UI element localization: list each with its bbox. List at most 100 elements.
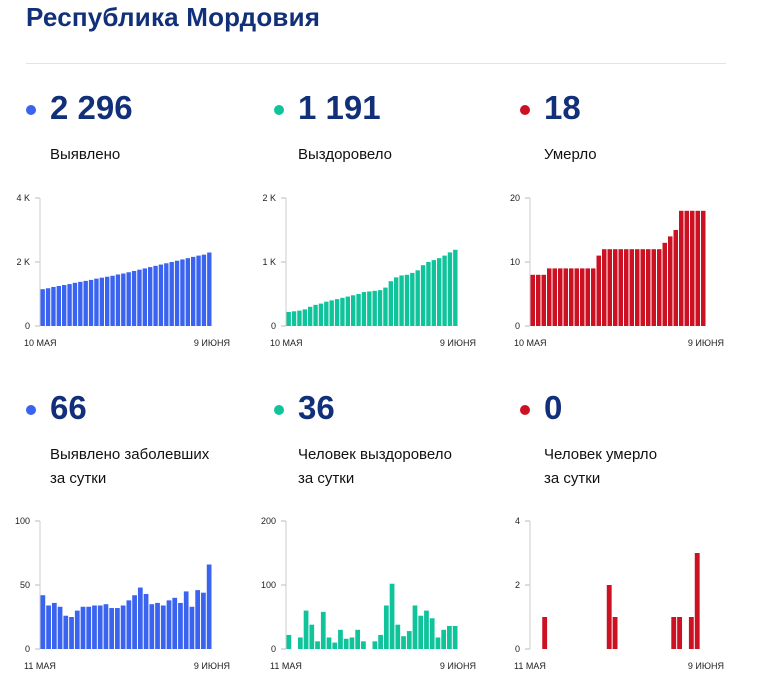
bar — [318, 303, 324, 326]
bar — [51, 286, 56, 326]
y-tick-label: 100 — [15, 516, 30, 526]
bar — [86, 606, 92, 649]
bar — [178, 602, 183, 649]
bar — [530, 274, 535, 326]
stat-label-period: за сутки — [50, 470, 107, 487]
bar — [607, 249, 612, 326]
bar — [679, 210, 684, 326]
x-tick-label-end: 9 ИЮНЯ — [440, 661, 476, 671]
bar — [110, 275, 115, 326]
bar — [547, 268, 552, 326]
bar — [92, 605, 97, 649]
stat-label-period: за сутки — [544, 470, 601, 487]
bar — [640, 249, 645, 326]
bar — [412, 605, 418, 649]
bar — [351, 295, 356, 326]
x-tick-label-end: 9 ИЮНЯ — [688, 661, 724, 671]
bar — [155, 602, 160, 649]
bar — [563, 268, 568, 326]
bullet-dot-icon — [274, 105, 284, 115]
bar — [558, 268, 563, 326]
y-tick-label: 100 — [261, 580, 276, 590]
y-tick-label: 1 K — [262, 257, 276, 267]
bar — [688, 617, 694, 649]
chart-daily-recovered: 0 100 200 11 МАЯ 9 ИЮНЯ — [261, 516, 476, 671]
bar — [431, 260, 437, 326]
bullet-dot-icon — [520, 405, 530, 415]
chart-total-cases: 0 2 K 4 K 10 МАЯ 9 ИЮНЯ — [16, 193, 230, 348]
bar — [164, 263, 169, 326]
stat-label: Выявлено — [50, 146, 121, 163]
bar — [361, 641, 366, 649]
bar — [83, 280, 88, 326]
bar — [602, 249, 607, 326]
bar — [315, 641, 320, 649]
bar — [677, 617, 683, 649]
bar — [105, 276, 110, 326]
bar — [345, 296, 351, 326]
bar — [332, 642, 338, 649]
bar — [313, 304, 318, 326]
bar — [142, 268, 148, 326]
x-tick-label-end: 9 ИЮНЯ — [194, 338, 230, 348]
bar — [585, 268, 590, 326]
x-tick-label-end: 9 ИЮНЯ — [688, 338, 724, 348]
bar — [452, 625, 458, 649]
bar — [286, 311, 291, 326]
bar — [662, 242, 667, 326]
stat-value: 2 296 — [50, 89, 133, 126]
y-tick-label: 50 — [20, 580, 30, 590]
chart-total-deaths: 0 10 20 10 МАЯ 9 ИЮНЯ — [510, 193, 724, 348]
bar — [701, 210, 706, 326]
bar — [453, 249, 458, 326]
bar — [618, 249, 623, 326]
bar — [635, 249, 640, 326]
bar — [340, 297, 345, 326]
bar — [183, 591, 189, 649]
bar — [695, 210, 700, 326]
bar — [67, 284, 72, 326]
bar — [291, 311, 297, 326]
bar — [207, 252, 212, 326]
bar — [404, 274, 410, 326]
bar — [62, 285, 67, 326]
bar — [355, 629, 361, 649]
bar — [121, 273, 126, 326]
y-tick-label: 2 K — [262, 193, 276, 203]
bar — [629, 249, 634, 326]
bar — [410, 272, 415, 326]
bar — [69, 617, 74, 649]
bar — [153, 265, 158, 326]
bar — [131, 270, 137, 326]
x-tick-label-start: 10 МАЯ — [24, 338, 57, 348]
bar — [420, 265, 426, 326]
bar — [569, 268, 574, 326]
bar — [126, 600, 132, 649]
bar — [80, 606, 86, 649]
bar — [383, 605, 389, 649]
x-tick-label-start: 11 МАЯ — [24, 661, 56, 671]
bar — [372, 641, 378, 649]
bar — [302, 309, 308, 326]
bar — [343, 638, 349, 649]
bar — [684, 210, 689, 326]
bar — [613, 249, 618, 326]
bar — [99, 277, 105, 326]
y-tick-label: 4 K — [16, 193, 30, 203]
bar — [297, 637, 303, 649]
bar — [172, 597, 178, 649]
y-tick-label: 0 — [271, 321, 276, 331]
bar — [671, 617, 677, 649]
bar — [378, 634, 383, 649]
x-tick-label-start: 10 МАЯ — [514, 338, 547, 348]
bar — [149, 604, 155, 649]
stat-value: 66 — [50, 389, 87, 426]
bar — [574, 268, 579, 326]
stat-label-period: за сутки — [298, 470, 355, 487]
bar — [115, 608, 120, 649]
bar — [426, 262, 431, 326]
bar — [206, 564, 212, 649]
bar — [435, 637, 441, 649]
bar — [63, 615, 69, 649]
